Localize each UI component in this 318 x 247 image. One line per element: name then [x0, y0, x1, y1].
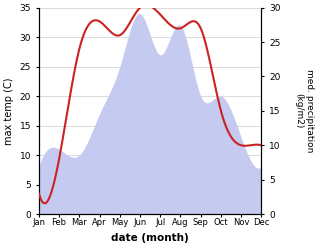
Y-axis label: med. precipitation
(kg/m2): med. precipitation (kg/m2) — [294, 69, 314, 153]
Y-axis label: max temp (C): max temp (C) — [4, 77, 14, 145]
X-axis label: date (month): date (month) — [111, 233, 189, 243]
